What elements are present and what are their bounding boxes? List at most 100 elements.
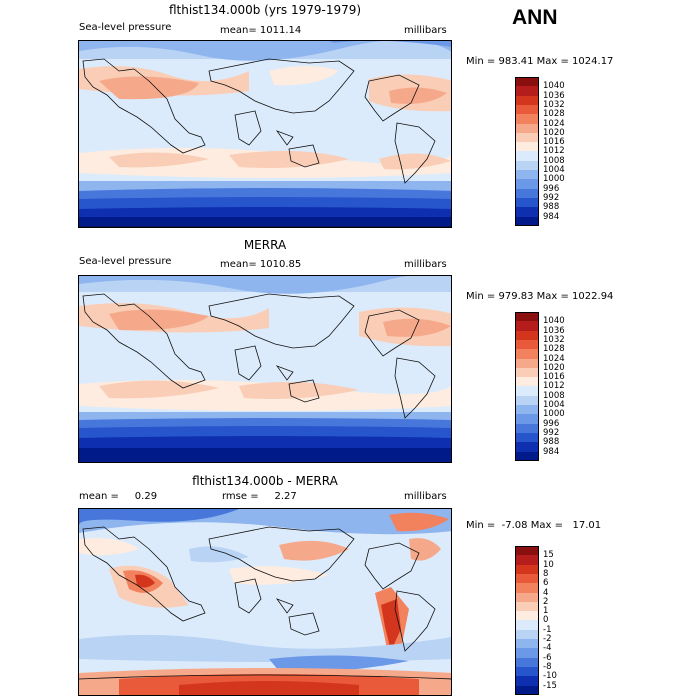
colorbar-tick-label: 1040 <box>543 81 565 92</box>
colorbar-tick-label: 1028 <box>543 109 565 120</box>
panel-3-title: flthist134.000b - MERRA <box>192 474 338 488</box>
panel-3-rmse-label: rmse = 2.27 <box>222 491 297 502</box>
colorbar-swatch <box>515 358 539 369</box>
colorbar-swatch <box>515 86 539 97</box>
colorbar-swatch <box>515 685 539 696</box>
colorbar-swatch <box>515 377 539 387</box>
colorbar-tick-label: 1024 <box>543 353 565 364</box>
colorbar-swatch <box>515 573 539 584</box>
colorbar-swatch <box>515 132 539 143</box>
panel-2-mean-label: mean= 1010.85 <box>220 259 302 270</box>
colorbar-tick-label: 1024 <box>543 118 565 129</box>
colorbar-tick-label: -1 <box>543 624 552 635</box>
colorbar-tick-label: 1004 <box>543 400 565 410</box>
colorbar-tick-label: 1028 <box>543 344 565 355</box>
colorbar-swatch <box>515 349 539 359</box>
colorbar-swatch <box>515 648 539 659</box>
panel-1-minmax: Min = 983.41 Max = 1024.17 <box>466 56 614 67</box>
colorbar-swatch <box>515 601 539 612</box>
colorbar-tick-label: 1036 <box>543 325 565 336</box>
panel-2-map-graphic <box>79 276 451 462</box>
colorbar-swatch <box>515 339 539 350</box>
colorbar-tick-label: -10 <box>543 671 557 682</box>
colorbar-swatch <box>515 451 539 462</box>
colorbar-tick-label: 992 <box>543 427 560 438</box>
colorbar-swatch <box>515 611 539 621</box>
colorbar-swatch <box>515 405 539 415</box>
colorbar-tick-label: 10 <box>543 559 554 570</box>
colorbar-swatch <box>515 160 539 171</box>
colorbar-swatch <box>515 629 539 640</box>
colorbar-swatch <box>515 188 539 199</box>
colorbar-tick-label: 1008 <box>543 155 565 166</box>
panel-3-mean-label: mean = 0.29 <box>79 491 158 502</box>
colorbar-swatch <box>515 123 539 134</box>
colorbar-tick-label: 996 <box>543 418 560 429</box>
colorbar-swatch <box>515 321 539 332</box>
colorbar-tick-label: 1 <box>543 606 549 617</box>
colorbar-swatch <box>515 546 539 556</box>
panel-3-minmax: Min = -7.08 Max = 17.01 <box>466 520 602 531</box>
colorbar-tick-label: 1016 <box>543 137 565 148</box>
panel-3-map-graphic <box>79 509 451 695</box>
colorbar-tick-label: 984 <box>543 446 560 457</box>
colorbar-tick-label: -4 <box>543 643 552 654</box>
colorbar-tick-label: 1004 <box>543 165 565 175</box>
colorbar-swatch <box>515 151 539 162</box>
colorbar-swatch <box>515 179 539 190</box>
colorbar-swatch <box>515 423 539 434</box>
colorbar-swatch <box>515 207 539 217</box>
panel-1-units-label: millibars <box>404 25 447 36</box>
colorbar-swatch <box>515 367 539 378</box>
season-label: ANN <box>512 6 558 29</box>
colorbar-tick-label: 8 <box>543 568 549 579</box>
colorbar-tick-label: 15 <box>543 550 554 561</box>
panel-3-units-label: millibars <box>404 491 447 502</box>
panel-2-map <box>78 275 452 463</box>
colorbar-tick-label: 1000 <box>543 174 565 185</box>
colorbar-swatch <box>515 395 539 406</box>
colorbar-swatch <box>515 639 539 649</box>
colorbar-tick-label: -2 <box>543 634 552 644</box>
colorbar-swatch <box>515 386 539 397</box>
colorbar-tick-label: 0 <box>543 615 549 626</box>
colorbar-tick-label: 1020 <box>543 127 565 138</box>
colorbar-tick-label: 984 <box>543 211 560 222</box>
colorbar-swatch <box>515 555 539 566</box>
colorbar-tick-label: 988 <box>543 437 560 448</box>
colorbar-tick-label: 1000 <box>543 409 565 420</box>
colorbar-tick-label: 6 <box>543 578 549 589</box>
colorbar-swatch <box>515 657 539 668</box>
panel-1-map-graphic <box>79 41 451 227</box>
colorbar-swatch <box>515 114 539 124</box>
colorbar-tick-label: -15 <box>543 680 557 691</box>
panel-1-title: flthist134.000b (yrs 1979-1979) <box>168 3 362 17</box>
colorbar-swatch <box>515 95 539 106</box>
panel-1-map <box>78 40 452 228</box>
colorbar-tick-label: 1032 <box>543 334 565 345</box>
colorbar-tick-label: 1036 <box>543 90 565 101</box>
colorbar-swatch <box>515 170 539 180</box>
colorbar-tick-label: 1016 <box>543 372 565 383</box>
panel-1-variable-label: Sea-level pressure <box>79 22 172 33</box>
colorbar-swatch <box>515 142 539 152</box>
colorbar-swatch <box>515 583 539 593</box>
colorbar-tick-label: 1032 <box>543 99 565 110</box>
colorbar-swatch <box>515 676 539 686</box>
colorbar-swatch <box>515 312 539 322</box>
panel-1-mean-label: mean= 1011.14 <box>220 25 302 36</box>
colorbar-swatch <box>515 104 539 115</box>
panel-3-map <box>78 508 452 696</box>
panel-2-minmax: Min = 979.83 Max = 1022.94 <box>466 291 614 302</box>
colorbar-tick-label: 1008 <box>543 390 565 401</box>
panel-2-variable-label: Sea-level pressure <box>79 256 172 267</box>
colorbar-tick-label: -6 <box>543 652 552 663</box>
colorbar-swatch <box>515 216 539 227</box>
colorbar-tick-label: -8 <box>543 661 552 672</box>
colorbar-swatch <box>515 414 539 425</box>
colorbar-swatch <box>515 620 539 631</box>
colorbar-swatch <box>515 77 539 87</box>
colorbar-tick-label: 1020 <box>543 362 565 373</box>
colorbar-tick-label: 996 <box>543 183 560 194</box>
colorbar-swatch <box>515 564 539 575</box>
